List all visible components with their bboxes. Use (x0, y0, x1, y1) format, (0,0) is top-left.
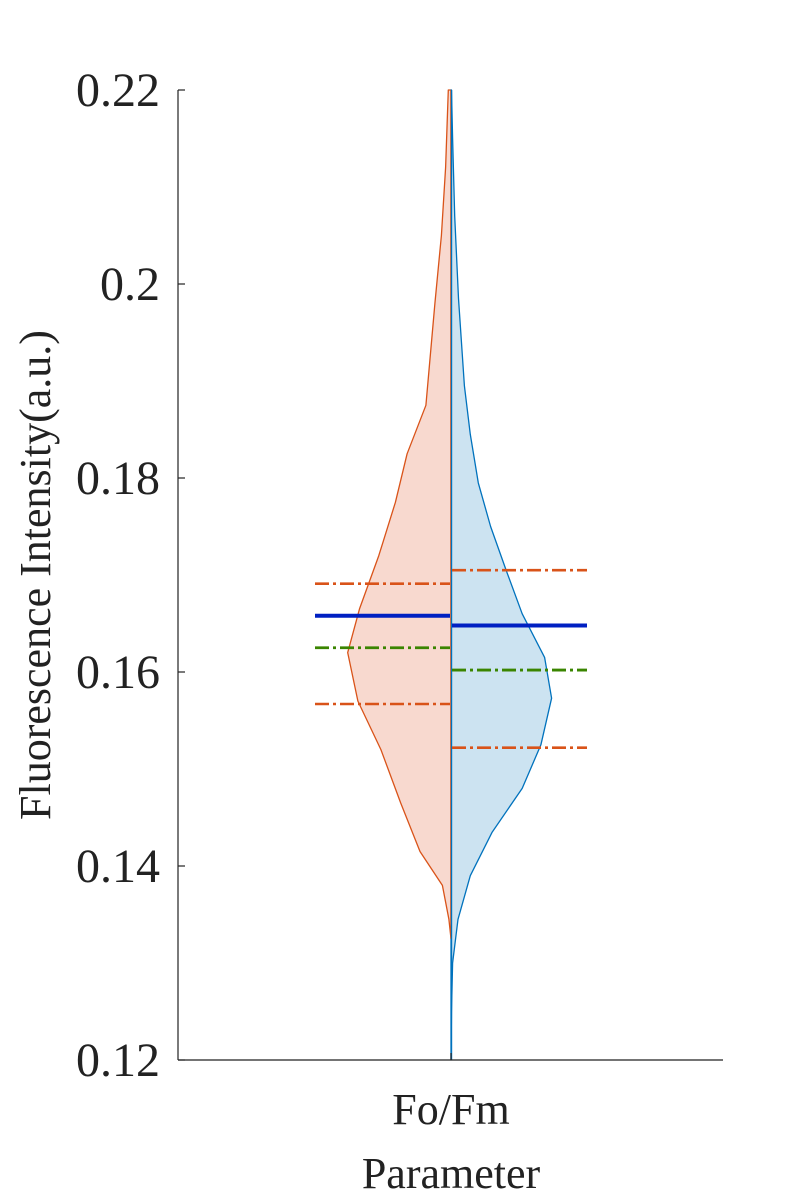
x-tick-label: Fo/Fm (392, 1085, 509, 1134)
y-tick-label: 0.16 (76, 646, 160, 699)
y-axis-label: Fluorescence Intensity(a.u.) (11, 330, 60, 820)
stat-lines (315, 568, 587, 749)
violin-left (347, 89, 452, 940)
violins (347, 89, 553, 1061)
violin-right (450, 89, 553, 1061)
y-tick-label: 0.14 (76, 840, 160, 893)
y-ticks: 0.12 0.14 0.16 0.18 0.2 0.22 (76, 64, 452, 1087)
y-tick-label: 0.18 (76, 452, 160, 505)
y-tick-label: 0.2 (100, 258, 160, 311)
x-axis-label: Parameter (362, 1149, 541, 1198)
y-tick-label: 0.12 (76, 1034, 160, 1087)
y-tick-label: 0.22 (76, 64, 160, 117)
